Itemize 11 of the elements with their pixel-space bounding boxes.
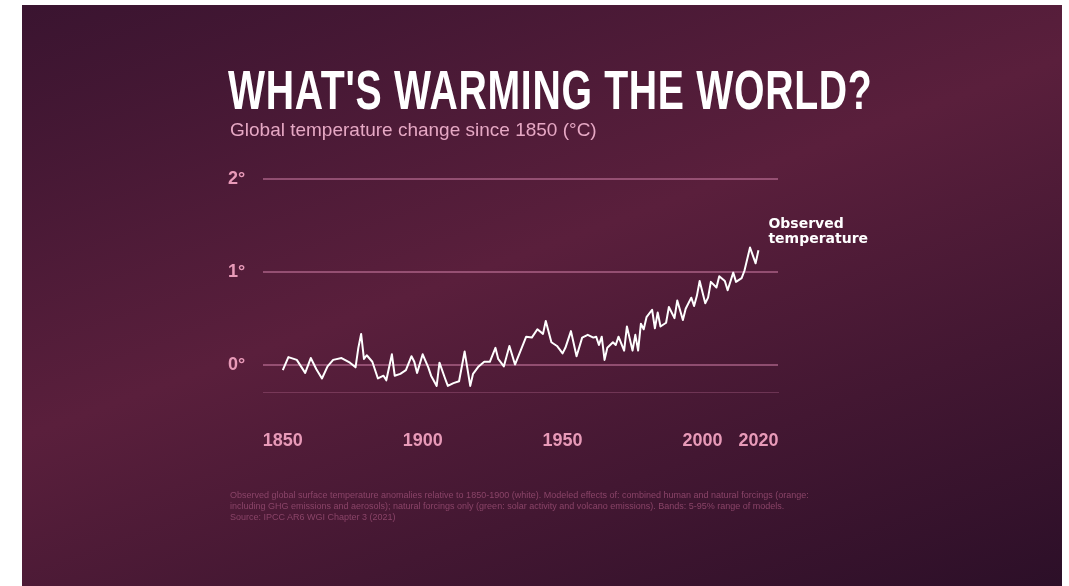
y-tick-label: 1° [227,260,246,281]
x-tick-label: 1900 [402,430,443,451]
x-tick-label: 1850 [262,430,303,451]
series-label: Observed temperature [768,215,869,247]
y-tick-label: 2° [227,167,246,188]
y-tick-label: 0° [227,353,246,374]
chart-title: WHAT'S WARMING THE WORLD? [228,57,873,122]
x-tick-label: 2020 [738,430,779,451]
x-tick-label: 1950 [542,430,583,451]
chart-subtitle: Global temperature change since 1850 (°C) [230,119,597,141]
x-tick-label: 2000 [682,430,723,451]
